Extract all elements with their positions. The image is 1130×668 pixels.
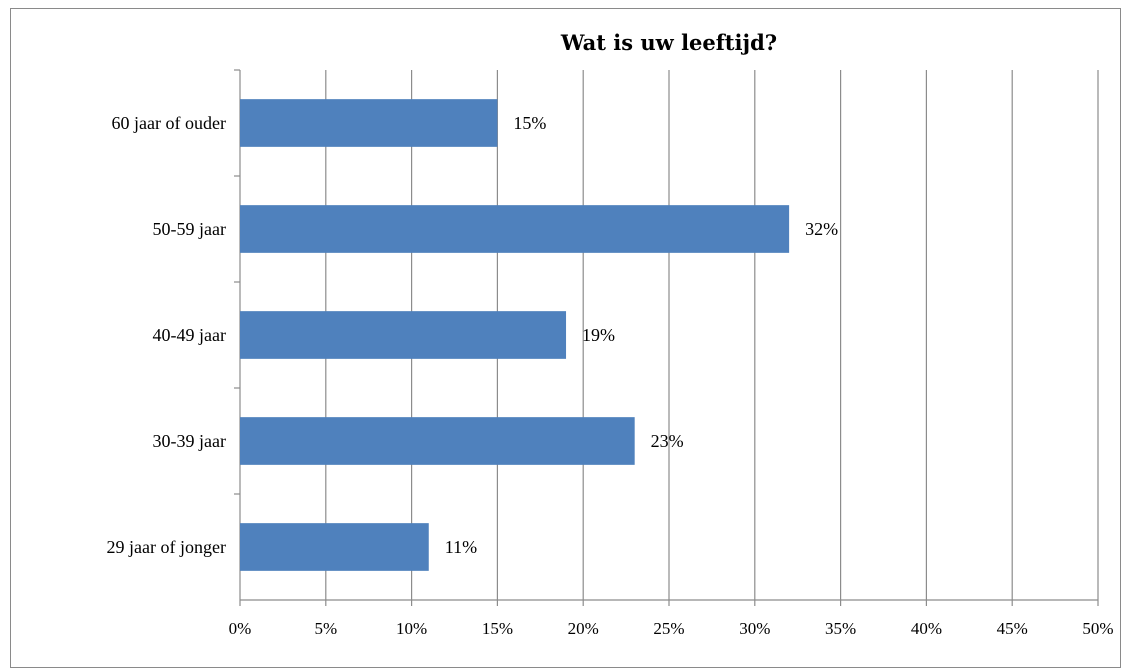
bar — [240, 417, 635, 465]
bars — [240, 99, 790, 571]
bar — [240, 311, 567, 359]
data-labels: 15% 32% 19% 23% 11% — [445, 113, 838, 557]
x-tick-label: 20% — [568, 619, 599, 638]
data-label: 23% — [651, 431, 684, 451]
bar — [240, 523, 429, 571]
x-tick-label: 15% — [482, 619, 513, 638]
category-labels: 60 jaar of ouder 50-59 jaar 40-49 jaar 30-3… — [107, 113, 226, 557]
x-tick-label: 45% — [997, 619, 1028, 638]
x-tick-label: 30% — [739, 619, 770, 638]
x-tick-label: 5% — [314, 619, 337, 638]
x-tick-labels: 0% 5% 10% 15% 20% 25% 30% 35% 40% 45% 50% — [229, 619, 1114, 638]
x-tick-label: 0% — [229, 619, 252, 638]
chart-title: Wat is uw leeftijd? — [560, 30, 777, 55]
x-tick-label: 40% — [911, 619, 942, 638]
x-tick-label: 50% — [1082, 619, 1113, 638]
chart: Wat is uw leeftijd? 15% 32% 19% 23% 11% 60 j… — [107, 30, 1114, 638]
category-label: 60 jaar of ouder — [112, 113, 226, 133]
bar — [240, 205, 790, 253]
data-label: 11% — [445, 537, 477, 557]
x-tick-label: 35% — [825, 619, 856, 638]
gridlines — [234, 69, 1099, 606]
bar — [240, 99, 498, 147]
x-tick-label: 25% — [653, 619, 684, 638]
data-label: 32% — [805, 219, 838, 239]
category-label: 29 jaar of jonger — [107, 537, 226, 557]
category-label: 30-39 jaar — [153, 431, 226, 451]
data-label: 19% — [582, 325, 615, 345]
category-label: 40-49 jaar — [153, 325, 226, 345]
data-label: 15% — [513, 113, 546, 133]
category-label: 50-59 jaar — [153, 219, 226, 239]
x-tick-label: 10% — [396, 619, 427, 638]
